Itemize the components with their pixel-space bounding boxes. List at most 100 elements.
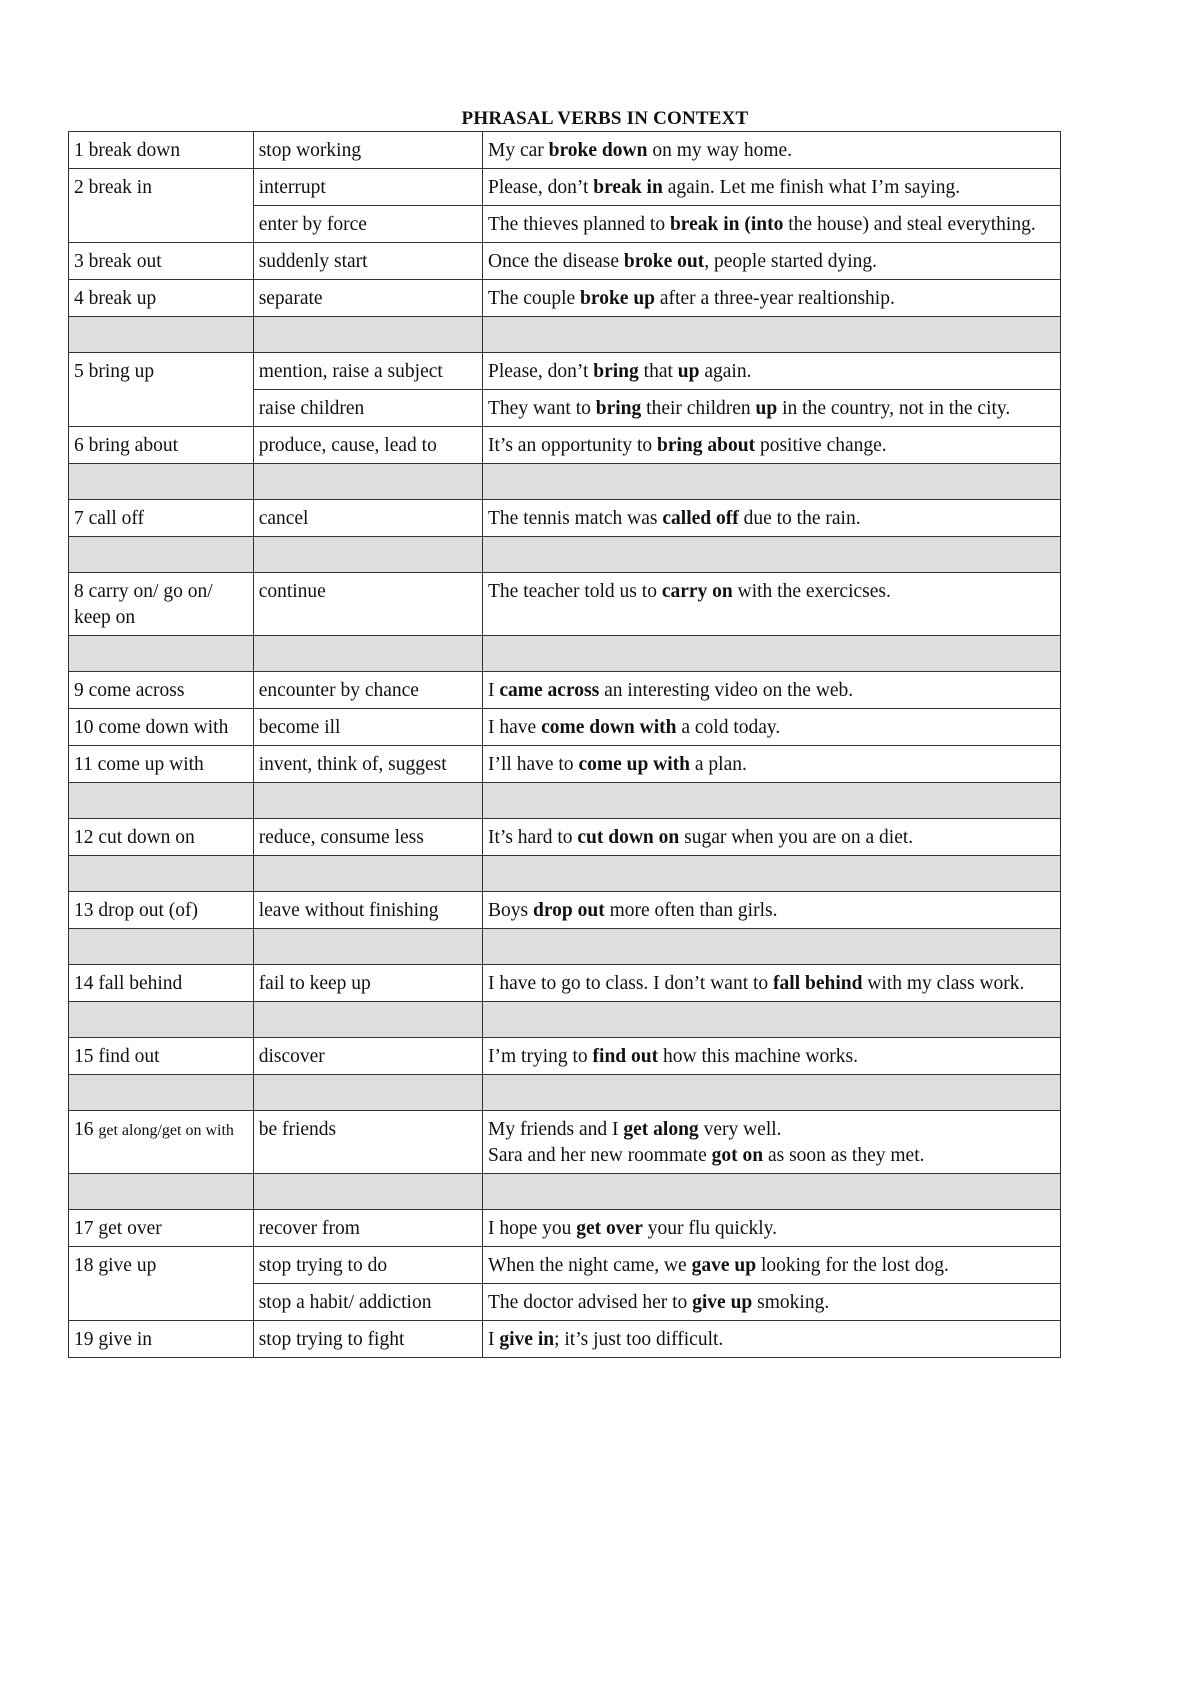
example-text: again. <box>699 361 752 382</box>
meaning-cell: be friends <box>252 1110 484 1174</box>
example-cell: The doctor advised her to give up smokin… <box>482 1283 1061 1321</box>
verb-number: 9 <box>74 680 84 701</box>
verb-cell: 13 drop out (of) <box>68 891 254 929</box>
example-text: The thieves planned to <box>488 214 670 235</box>
blank-cell <box>68 1001 254 1038</box>
verb-cell: 15 find out <box>68 1037 254 1075</box>
example-cell: It’s hard to cut down on sugar when you … <box>482 818 1061 856</box>
example-text: I have to go to class. I don’t want to <box>488 973 774 994</box>
blank-cell <box>68 316 254 353</box>
verb-number: 4 <box>74 288 84 309</box>
table-row: 10 come down with become ill I have come d… <box>68 708 1061 746</box>
meaning-cell: recover from <box>252 1209 484 1247</box>
table-row: 3 break out suddenly start Once the diseas… <box>68 242 1061 280</box>
example-phrasal-verb: find out <box>592 1046 659 1067</box>
verb-cell: 5 bring up <box>68 352 254 427</box>
blank-cell <box>252 1001 484 1038</box>
meaning-cell: reduce, consume less <box>252 818 484 856</box>
example-cell: When the night came, we gave up looking … <box>482 1246 1061 1284</box>
example-phrasal-verb: break in (into <box>669 214 784 235</box>
example-phrasal-verb: came across <box>499 680 600 701</box>
verb-cell: 16 get along/get on with <box>68 1110 254 1174</box>
example-text: I’m trying to <box>488 1046 593 1067</box>
blank-cell <box>68 855 254 892</box>
meaning-cell: encounter by chance <box>252 671 484 709</box>
meaning: stop trying to do <box>258 1255 388 1276</box>
verb-number: 2 <box>74 177 84 198</box>
verb-number: 3 <box>74 251 84 272</box>
meaning-cell: invent, think of, suggest <box>252 745 484 783</box>
verb-number: 15 <box>74 1046 94 1067</box>
example-cell: The teacher told us to carry on with the… <box>482 572 1061 636</box>
phrasal-verb: drop out (of) <box>98 900 199 921</box>
verb-cell: 17 get over <box>68 1209 254 1247</box>
example-phrasal-verb: bring about <box>657 435 756 456</box>
verb-cell: 11 come up with <box>68 745 254 783</box>
example-text: looking for the lost dog. <box>756 1255 949 1276</box>
example-phrasal-verb: break in <box>593 177 663 198</box>
example-cell: The thieves planned to break in (into th… <box>482 205 1061 243</box>
verb-cell: 1 break down <box>68 131 254 169</box>
meaning-cell: separate <box>252 279 484 317</box>
table-row: 1 break down stop working My car broke dow… <box>68 131 1061 169</box>
verb-cell: 12 cut down on <box>68 818 254 856</box>
meaning-cell: cancel <box>252 499 484 537</box>
meaning: recover from <box>258 1218 360 1239</box>
blank-row <box>68 1074 1061 1111</box>
verb-cell: 8 carry on/ go on/ keep on <box>68 572 254 636</box>
blank-cell <box>482 635 1061 672</box>
table-row: 6 bring about produce, cause, lead to It’s… <box>68 426 1061 464</box>
blank-cell <box>68 1173 254 1210</box>
example-text: My car <box>488 140 549 161</box>
verb-number: 14 <box>74 973 94 994</box>
phrasal-verb: cut down on <box>98 827 195 848</box>
meaning-cell: interrupt <box>252 168 484 206</box>
blank-cell <box>252 1173 484 1210</box>
blank-cell <box>68 782 254 819</box>
verb-cell: 6 bring about <box>68 426 254 464</box>
example-cell: Please, don’t bring that up again. <box>482 352 1061 390</box>
example-text: due to the rain. <box>738 508 861 529</box>
example-text: The couple <box>488 288 581 309</box>
table-row: 2 break in interrupt Please, don’t break i… <box>68 168 1061 243</box>
example-text: sugar when you are on a diet. <box>679 827 914 848</box>
example-cell: I have come down with a cold today. <box>482 708 1061 746</box>
verb-cell: 3 break out <box>68 242 254 280</box>
example-text: I have <box>488 717 542 738</box>
example-text: again. Let me finish what I’m saying. <box>662 177 961 198</box>
example-cell: My friends and I get along very well. Sa… <box>482 1110 1061 1174</box>
table-row: 14 fall behind fail to keep up I have to g… <box>68 964 1061 1002</box>
meaning: invent, think of, suggest <box>258 754 447 775</box>
example-phrasal-verb: broke up <box>580 288 656 309</box>
verb-cell: 18 give up <box>68 1246 254 1321</box>
blank-cell <box>68 463 254 500</box>
verb-number: 7 <box>74 508 84 529</box>
example-phrasal-verb: carry on <box>661 581 733 602</box>
meaning: continue <box>258 581 326 602</box>
blank-cell <box>482 536 1061 573</box>
example-phrasal-verb: get along <box>623 1119 699 1140</box>
verb-number: 6 <box>74 435 84 456</box>
example-phrasal-verb: broke out <box>623 251 705 272</box>
verb-cell: 4 break up <box>68 279 254 317</box>
example-cell: I’m trying to find out how this machine … <box>482 1037 1061 1075</box>
blank-cell <box>482 928 1061 965</box>
example-phrasal-verb: gave up <box>691 1255 757 1276</box>
meaning: mention, raise a subject <box>258 361 443 382</box>
example-text: with the exercicses. <box>732 581 891 602</box>
blank-cell <box>482 1173 1061 1210</box>
blank-cell <box>68 1074 254 1111</box>
example-text: My friends and I <box>488 1119 624 1140</box>
example-text: in the country, not in the city. <box>777 398 1011 419</box>
meaning-cell: mention, raise a subject <box>252 352 484 390</box>
blank-cell <box>482 782 1061 819</box>
meaning: reduce, consume less <box>258 827 424 848</box>
table-row: stop a habit/ addiction The doctor advise… <box>69 1283 1061 1321</box>
meaning-cell: produce, cause, lead to <box>252 426 484 464</box>
phrasal-verbs-table: 1 break down stop working My car broke dow… <box>68 131 1061 1358</box>
meaning: interrupt <box>258 177 326 198</box>
example-text: It’s an opportunity to <box>488 435 657 456</box>
phrasal-verb: carry on/ go on/ keep on <box>74 581 213 628</box>
verb-number: 12 <box>74 827 94 848</box>
example-text: The doctor advised her to <box>488 1292 693 1313</box>
